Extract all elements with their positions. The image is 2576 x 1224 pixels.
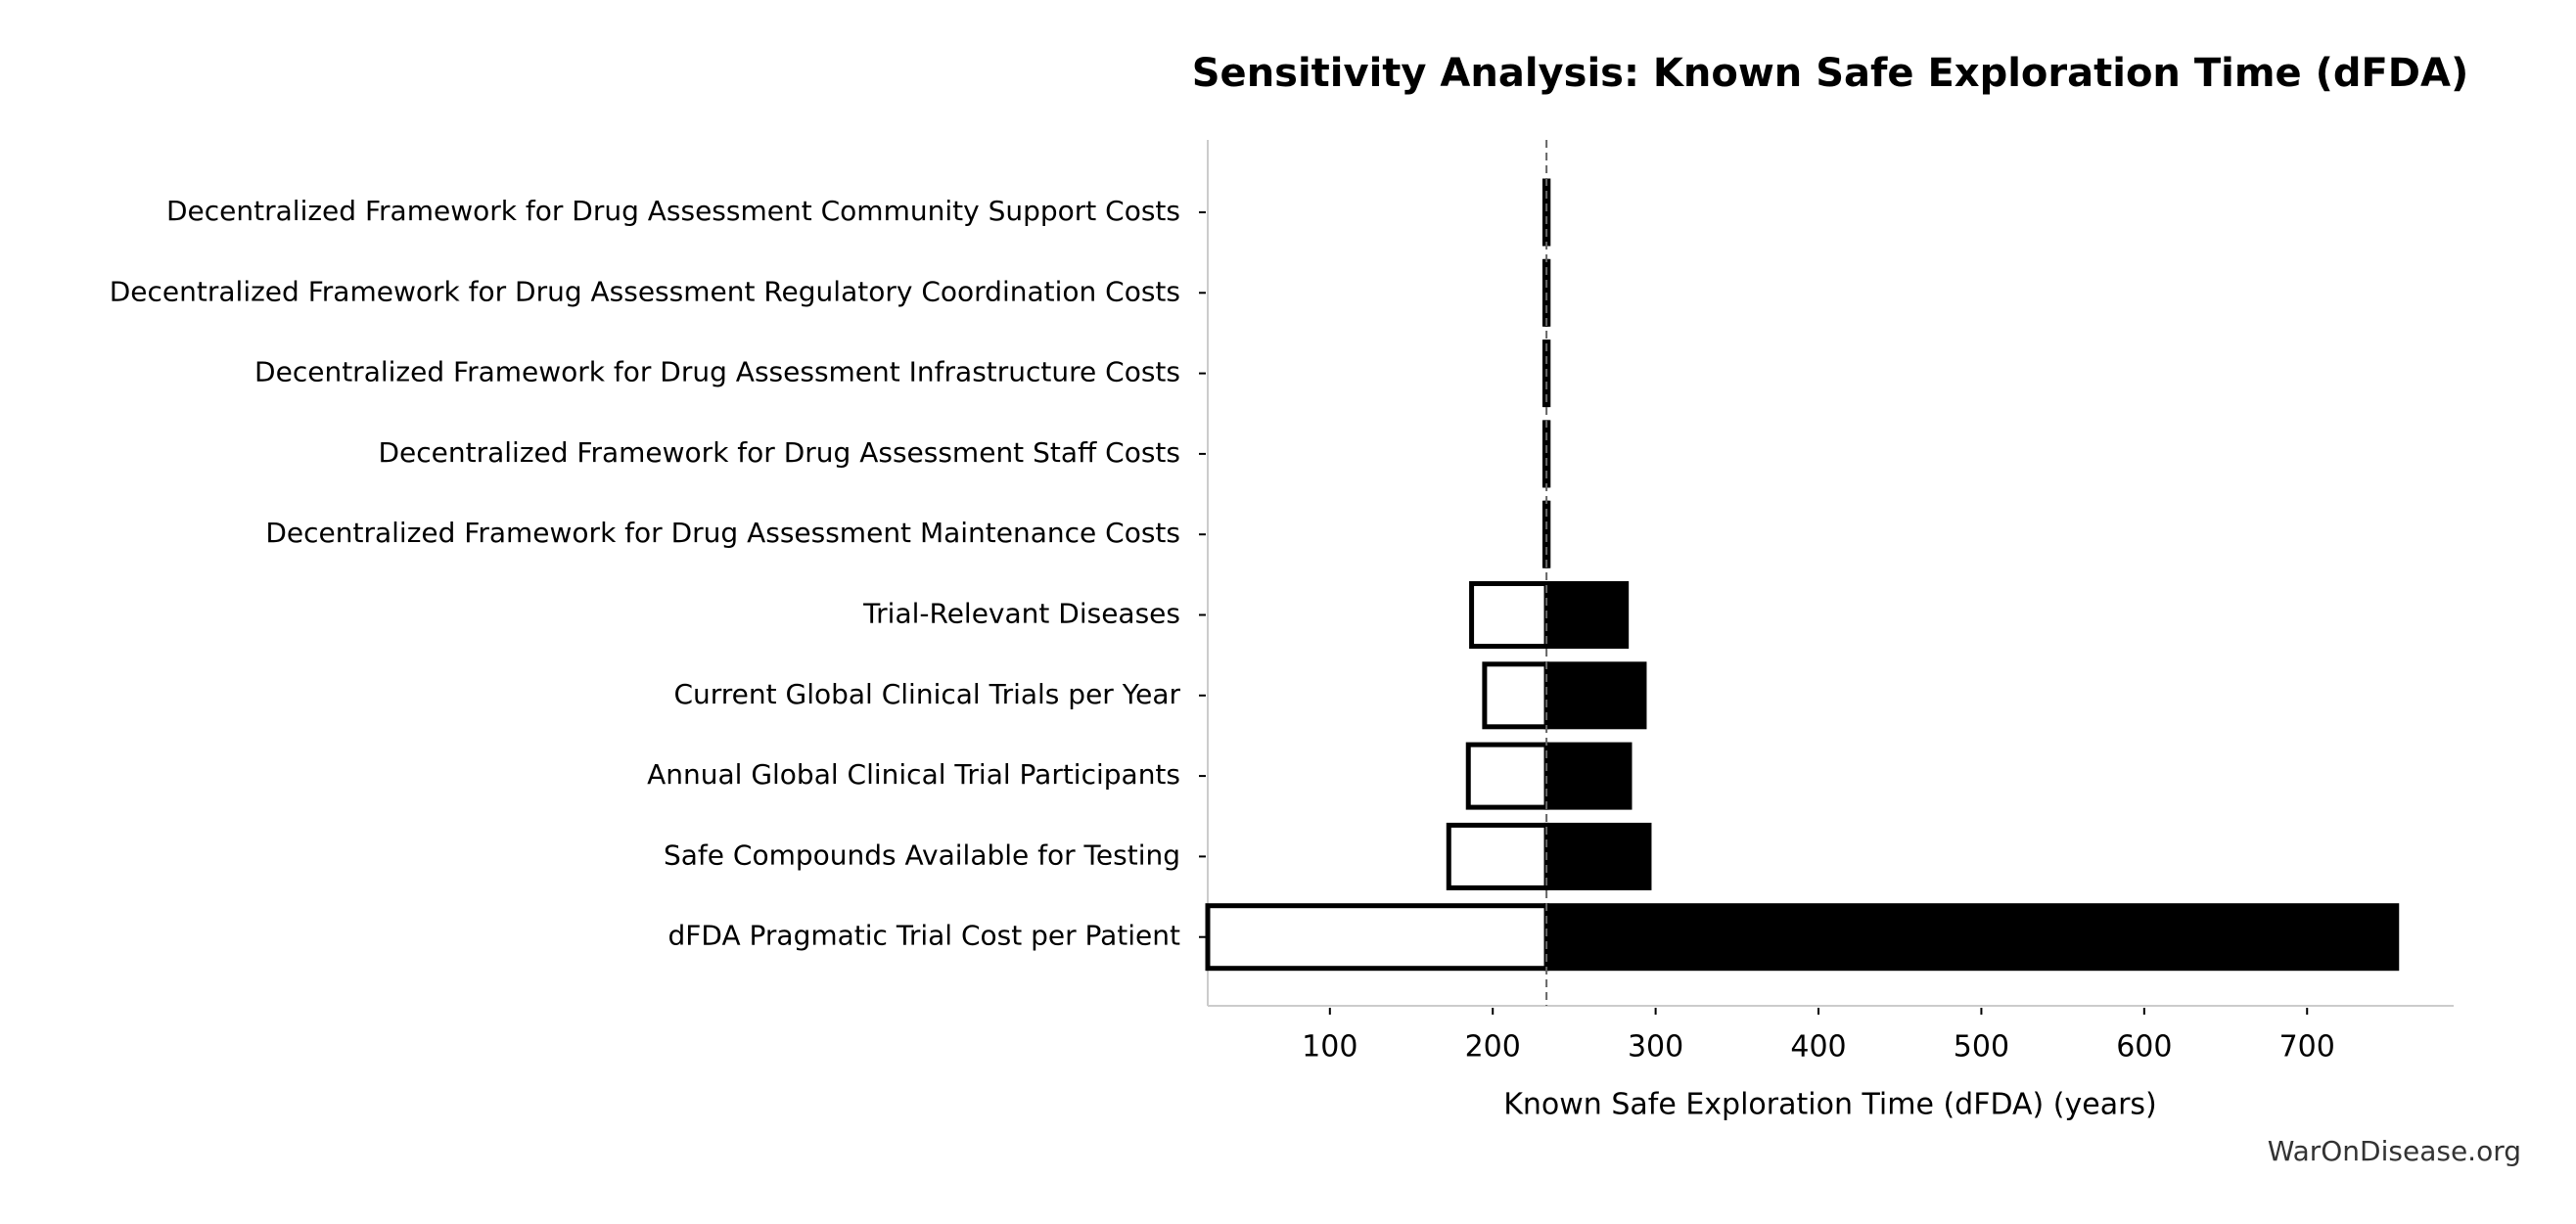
y-tick-label: Decentralized Framework for Drug Assessm… bbox=[110, 275, 1180, 307]
high-bar bbox=[1543, 581, 1630, 649]
y-tick-label: Safe Compounds Available for Testing bbox=[664, 839, 1180, 871]
chart-title: Sensitivity Analysis: Known Safe Explora… bbox=[1192, 51, 2469, 96]
x-tick-label: 200 bbox=[1465, 1030, 1521, 1065]
x-tick-label: 700 bbox=[2279, 1030, 2335, 1065]
low-bar bbox=[1446, 822, 1549, 890]
low-bar bbox=[1205, 903, 1549, 972]
low-bar bbox=[1469, 581, 1549, 649]
source-note: WarOnDisease.org bbox=[2268, 1135, 2521, 1167]
y-tick-label: Annual Global Clinical Trial Participant… bbox=[647, 758, 1180, 791]
low-bar bbox=[1465, 742, 1549, 810]
high-bar bbox=[1543, 822, 1652, 890]
x-tick-label: 600 bbox=[2116, 1030, 2172, 1065]
high-bar bbox=[1543, 661, 1647, 730]
low-bar bbox=[1482, 661, 1549, 730]
y-tick-label: Decentralized Framework for Drug Assessm… bbox=[378, 436, 1180, 469]
high-bar bbox=[1543, 903, 2400, 972]
x-tick-label: 100 bbox=[1302, 1030, 1357, 1065]
x-tick-label: 400 bbox=[1790, 1030, 1846, 1065]
x-tick-label: 500 bbox=[1954, 1030, 2009, 1065]
y-tick-label: Decentralized Framework for Drug Assessm… bbox=[254, 356, 1180, 388]
y-tick-label: Trial-Relevant Diseases bbox=[862, 598, 1180, 630]
x-axis-label: Known Safe Exploration Time (dFDA) (year… bbox=[1503, 1088, 2157, 1122]
y-tick-label: Decentralized Framework for Drug Assessm… bbox=[166, 195, 1180, 227]
y-tick-label: Current Global Clinical Trials per Year bbox=[673, 678, 1180, 710]
x-tick-label: 300 bbox=[1628, 1030, 1683, 1065]
high-bar bbox=[1543, 742, 1633, 810]
y-tick-label: dFDA Pragmatic Trial Cost per Patient bbox=[668, 920, 1181, 952]
y-tick-label: Decentralized Framework for Drug Assessm… bbox=[265, 517, 1180, 549]
